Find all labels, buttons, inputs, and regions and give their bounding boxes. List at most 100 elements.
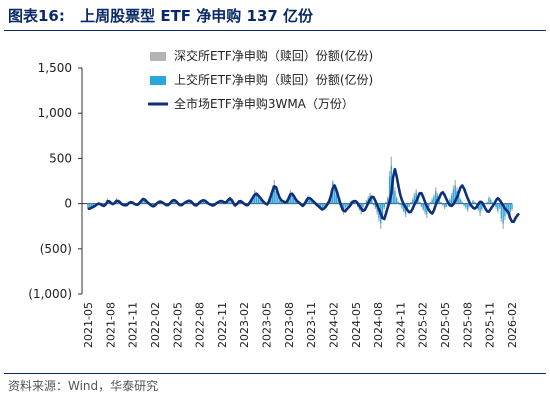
footer-divider [4,373,546,374]
sh-bar [364,203,366,205]
sh-bar [406,203,408,210]
sh-bar [475,203,478,206]
sh-bar [427,203,430,208]
sh-bar [108,202,110,204]
sh-bar [261,201,263,204]
sh-bar [282,202,284,204]
sh-bar [440,202,442,204]
x-tick-label: 2024-11 [394,302,407,348]
sz-bars [87,156,513,229]
x-tick-label: 2021-08 [104,302,117,348]
sh-bar [278,200,281,204]
legend-swatch-sz [150,52,166,61]
figure-label: 图表16: [8,7,65,25]
sh-bar [488,198,490,204]
sh-bar [484,203,487,205]
sh-bar [310,200,313,204]
sh-bar [374,203,377,208]
chart-title: 上周股票型 ETF 净申购 137 亿份 [80,7,314,25]
sh-bar [392,181,394,204]
sh-bar [394,190,396,204]
x-tick-label: 2022-11 [216,302,229,348]
sh-bar [372,203,375,205]
sh-bar [458,195,460,204]
sh-bar [333,189,336,204]
sh-bar [472,200,474,204]
sh-bar [443,203,446,208]
sh-bar [413,195,416,204]
sh-bar [229,198,231,204]
sh-bar [280,201,283,204]
sh-bar [335,195,338,204]
y-tick-label: (500) [40,242,72,256]
header-divider [4,30,546,31]
sh-bar [497,203,499,211]
sh-bar [355,203,357,205]
y-tick-label: 1,500 [38,61,72,75]
wma-line [87,167,521,223]
sh-bar [433,196,435,204]
sh-bar [399,203,401,205]
sh-bar [202,199,204,204]
axes: 1,500 1,000 500 0 (500) (1,000) 2021-05 2021-08… [28,61,519,348]
x-tick-label: 2024-02 [327,302,340,348]
sh-bar [204,201,206,204]
y-tick-label: 500 [49,151,72,165]
sh-bar [319,203,322,208]
sh-bar [431,199,433,204]
sh-bars [87,165,513,224]
sh-bar [87,203,89,210]
sh-bar [294,200,297,204]
sh-bar [348,203,350,205]
sh-bar [454,185,456,204]
chart-title-bar: 图表16: 上周股票型 ETF 净申购 137 亿份 [8,5,323,26]
sh-bar [396,198,398,204]
legend: 深交所ETF净申购（赎回）份额(亿份) 上交所ETF净申购（赎回）份额(亿份) 全市… [148,48,373,111]
x-tick-label: 2022-05 [171,302,184,348]
sh-bar [344,203,346,208]
sh-bar [422,203,424,210]
sh-bar [365,200,368,204]
x-tick-label: 2024-05 [350,302,363,348]
sh-bar [511,203,513,210]
sh-bar [383,203,385,208]
sh-bar [461,202,463,204]
legend-label: 全市场ETF净申购3WMA（万份） [174,96,354,111]
sh-bar [410,202,412,204]
sh-bar [451,195,453,204]
sh-bar [498,203,501,208]
legend-label: 上交所ETF净申购（赎回）份额(亿份) [174,72,373,87]
sh-bar [466,203,469,210]
x-tick-label: 2023-11 [305,302,318,348]
sh-bar [502,203,504,224]
sh-bar [323,203,325,207]
sh-bar [435,190,437,204]
sh-bar [387,198,389,204]
legend-swatch-sh [150,76,166,85]
sh-bar [337,199,339,204]
sh-bar [174,201,176,204]
x-tick-label: 2023-08 [283,302,296,348]
sh-bar [490,199,492,204]
sh-bar [309,199,311,204]
sh-bar [90,203,93,208]
sh-bar [491,202,494,204]
sh-bar [381,203,384,215]
sh-bar [495,203,497,208]
sh-bar [507,203,510,215]
sh-bar [271,189,274,204]
sh-bar [385,202,387,204]
sh-bar [397,202,400,204]
x-tick-label: 2025-11 [484,302,497,348]
sh-bar [353,202,355,204]
sh-bar [452,189,455,204]
sh-bar [252,196,254,204]
sh-bar [506,203,508,212]
sh-bar [342,203,345,212]
x-tick-label: 2023-05 [261,302,274,348]
legend-label: 深交所ETF净申购（赎回）份额(亿份) [174,48,373,63]
sh-bar [259,199,261,204]
sh-bar [239,201,242,204]
sh-bar [500,203,503,219]
sh-bar [403,203,405,211]
